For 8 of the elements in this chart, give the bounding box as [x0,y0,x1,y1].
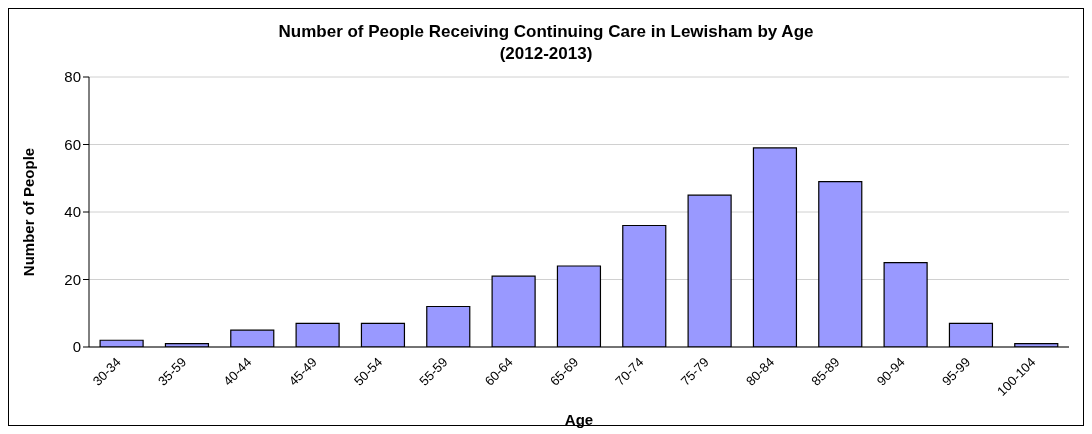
y-tick-label: 80 [64,68,81,86]
y-tick-label: 0 [72,338,81,356]
y-tick-label: 40 [64,203,81,221]
y-tick-label: 20 [64,270,81,288]
x-axis-title: Age [564,411,594,428]
chart-title: Number of People Receiving Continuing Care in Lewisham by Age (2012-2013) [277,21,815,65]
y-axis-title: Number of People [20,147,38,277]
y-tick-label: 60 [64,135,81,153]
